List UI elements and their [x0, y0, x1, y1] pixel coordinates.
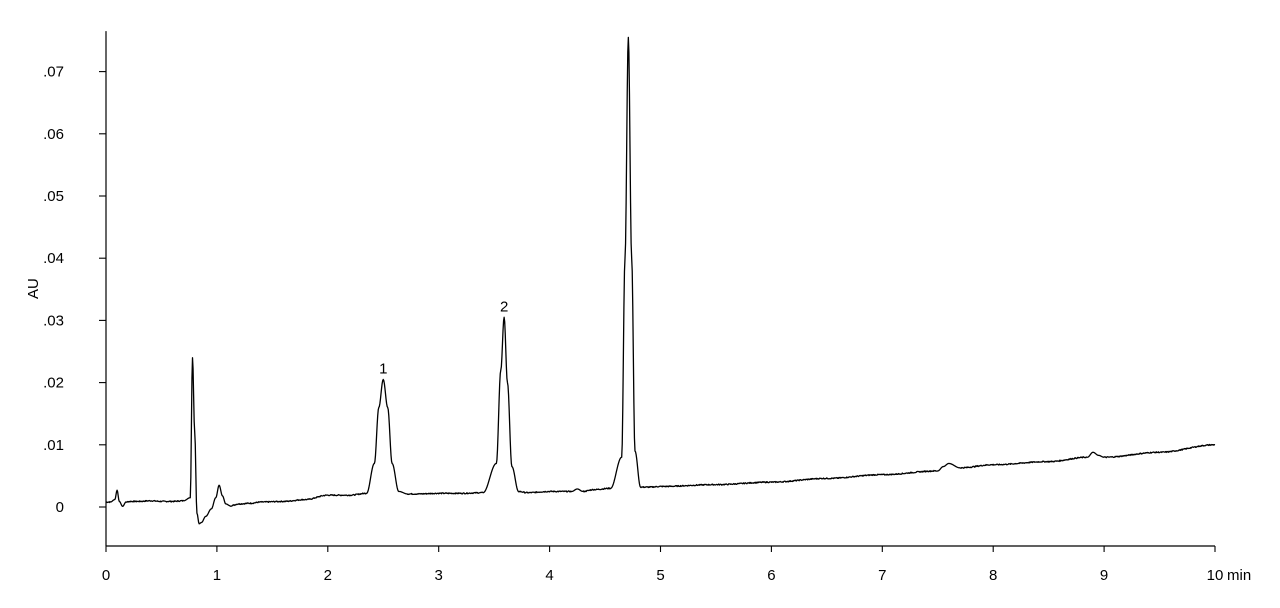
x-axis-unit-label: min [1227, 567, 1251, 584]
y-tick-label: .03 [43, 312, 64, 329]
y-tick-label: .01 [43, 437, 64, 454]
y-tick-label: 0 [56, 499, 64, 516]
y-tick-label: .04 [43, 250, 64, 267]
x-axis: min [106, 545, 1251, 584]
x-tick-label: 0 [102, 567, 110, 584]
x-ticks: 0 1 2 3 4 5 6 7 8 9 10 [102, 546, 1224, 584]
x-tick-label: 7 [878, 567, 886, 584]
y-tick-label: .06 [43, 126, 64, 143]
y-tick-label: .05 [43, 188, 64, 205]
x-tick-label: 9 [1100, 567, 1108, 584]
x-tick-label: 8 [989, 567, 997, 584]
x-tick-label: 4 [545, 567, 553, 584]
peak-label: 1 [379, 360, 387, 377]
y-tick-label: .07 [43, 64, 64, 81]
chromatogram-trace [105, 36, 1216, 525]
y-tick-label: .02 [43, 375, 64, 392]
series-group [105, 36, 1216, 525]
peak-label: 2 [500, 298, 508, 315]
x-tick-label: 10 [1207, 567, 1224, 584]
x-tick-label: 5 [656, 567, 664, 584]
x-tick-label: 2 [324, 567, 332, 584]
x-tick-label: 6 [767, 567, 775, 584]
y-axis-title: AU [25, 278, 42, 299]
x-tick-label: 3 [435, 567, 443, 584]
y-ticks: 0 .01 .02 .03 .04 .05 .06 .07 [43, 64, 106, 516]
peak-labels: 12 [379, 298, 508, 377]
y-axis: AU [25, 31, 107, 546]
x-tick-label: 1 [213, 567, 221, 584]
